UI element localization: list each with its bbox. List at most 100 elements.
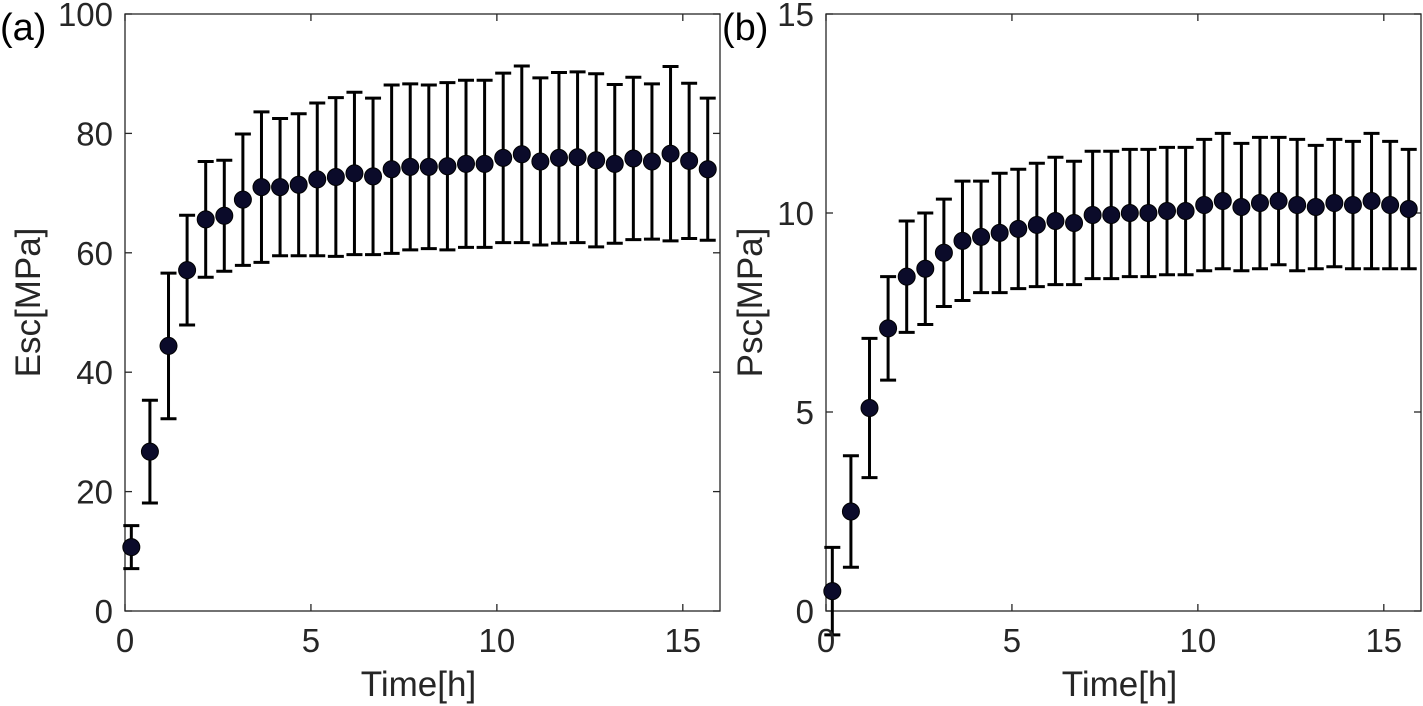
- panel-label-b: (b): [722, 7, 768, 49]
- panel-label-a: (a): [0, 7, 46, 49]
- data-point-a-0: [122, 538, 141, 557]
- data-point-b-21: [1213, 192, 1232, 211]
- data-point-a-3: [178, 261, 197, 280]
- data-point-b-30: [1381, 196, 1400, 215]
- data-point-a-15: [401, 157, 420, 176]
- y-tick-label-b-3: 15: [777, 0, 814, 33]
- data-point-b-8: [972, 227, 991, 246]
- data-point-a-10: [308, 170, 327, 189]
- data-point-b-15: [1102, 205, 1121, 224]
- data-point-a-13: [364, 167, 383, 186]
- data-point-a-20: [494, 148, 513, 167]
- x-tick-label-b-2: 10: [1180, 622, 1217, 659]
- data-point-b-26: [1306, 198, 1325, 217]
- data-point-a-9: [289, 175, 308, 194]
- plot-box-b: [825, 13, 1422, 612]
- y-tick-label-a-0: 0: [95, 593, 113, 630]
- data-point-a-26: [605, 154, 624, 173]
- data-point-b-14: [1083, 205, 1102, 224]
- x-tick-label-b-3: 15: [1365, 622, 1402, 659]
- data-point-a-21: [512, 145, 531, 164]
- data-point-b-9: [990, 223, 1009, 242]
- data-point-a-14: [382, 160, 401, 179]
- y-axis-label-a: Esc[MPa]: [9, 228, 48, 378]
- data-point-b-0: [823, 582, 842, 601]
- y-tick-label-b-2: 10: [777, 195, 814, 232]
- y-tick-label-a-2: 40: [76, 354, 113, 391]
- y-tick-label-b-0: 0: [796, 593, 814, 630]
- markers-b: [823, 192, 1418, 601]
- data-point-b-24: [1269, 192, 1288, 211]
- axis-ticks-b: [825, 13, 1421, 612]
- data-point-b-31: [1399, 200, 1418, 219]
- data-point-a-25: [587, 151, 606, 170]
- data-point-b-20: [1195, 196, 1214, 215]
- data-point-a-6: [233, 190, 252, 209]
- panel-b: 0 5 10 15 0 5 10 15 Time[h] Psc[MPa] (b): [722, 0, 1422, 704]
- y-tick-label-a-5: 100: [58, 0, 113, 33]
- data-point-b-25: [1288, 196, 1307, 215]
- data-point-b-19: [1176, 202, 1195, 221]
- data-point-b-23: [1250, 194, 1269, 213]
- x-tick-label-b-1: 5: [1003, 622, 1021, 659]
- panel-a: 0 5 10 15 0 20 40 60 80 100 Time[h] Esc[MPa] (a): [0, 0, 721, 704]
- tick-labels-a: 0 5 10 15 0 20 40 60 80 100: [58, 0, 701, 659]
- data-point-a-11: [326, 167, 345, 186]
- y-tick-label-a-4: 80: [76, 115, 113, 152]
- x-tick-label-a-0: 0: [116, 622, 134, 659]
- data-point-a-30: [680, 151, 699, 170]
- data-point-a-24: [568, 148, 587, 167]
- x-axis-label-a: Time[h]: [361, 665, 476, 704]
- data-point-b-22: [1232, 198, 1251, 217]
- errorbars-a: [123, 64, 716, 571]
- data-point-a-27: [624, 149, 643, 168]
- data-point-b-13: [1065, 213, 1084, 232]
- data-point-a-17: [438, 157, 457, 176]
- data-point-b-4: [897, 267, 916, 286]
- data-point-b-7: [953, 231, 972, 250]
- data-point-a-1: [140, 442, 159, 461]
- x-axis-label-b: Time[h]: [1062, 665, 1177, 704]
- data-point-a-22: [531, 152, 550, 171]
- data-point-a-2: [159, 336, 178, 355]
- data-point-a-16: [419, 157, 438, 176]
- data-point-a-19: [475, 154, 494, 173]
- data-point-a-7: [252, 178, 271, 197]
- data-point-a-12: [345, 164, 364, 183]
- data-point-b-1: [841, 502, 860, 521]
- data-point-b-18: [1158, 202, 1177, 221]
- data-point-b-17: [1139, 204, 1158, 222]
- data-point-b-12: [1046, 211, 1065, 230]
- axis-ticks-a: [124, 13, 720, 612]
- data-point-a-5: [215, 206, 234, 225]
- data-point-b-6: [934, 243, 953, 262]
- y-tick-label-a-1: 20: [76, 474, 113, 511]
- data-point-b-10: [1009, 219, 1028, 238]
- data-point-a-4: [196, 210, 215, 229]
- tick-labels-b: 0 5 10 15 0 5 10 15: [777, 0, 1402, 659]
- x-tick-label-b-0: 0: [817, 622, 835, 659]
- data-point-b-28: [1343, 196, 1362, 215]
- data-point-a-18: [457, 154, 476, 173]
- y-tick-label-a-3: 60: [76, 235, 113, 272]
- data-point-b-5: [916, 259, 935, 278]
- data-point-b-2: [860, 399, 879, 418]
- x-tick-label-a-3: 15: [664, 622, 701, 659]
- data-point-a-23: [549, 148, 568, 167]
- data-point-b-11: [1027, 215, 1046, 234]
- y-tick-label-b-1: 5: [796, 394, 814, 431]
- data-point-a-29: [661, 144, 680, 163]
- markers-a: [122, 144, 717, 557]
- data-point-a-31: [698, 160, 717, 179]
- data-point-b-16: [1120, 204, 1139, 222]
- data-point-b-3: [879, 319, 898, 338]
- data-point-b-29: [1362, 192, 1381, 211]
- data-point-a-8: [271, 178, 290, 197]
- y-axis-label-b: Psc[MPa]: [731, 228, 770, 378]
- data-point-b-27: [1325, 194, 1344, 213]
- data-point-a-28: [642, 152, 661, 171]
- x-tick-label-a-2: 10: [479, 622, 516, 659]
- plot-box-a: [124, 13, 721, 612]
- x-tick-label-a-1: 5: [302, 622, 320, 659]
